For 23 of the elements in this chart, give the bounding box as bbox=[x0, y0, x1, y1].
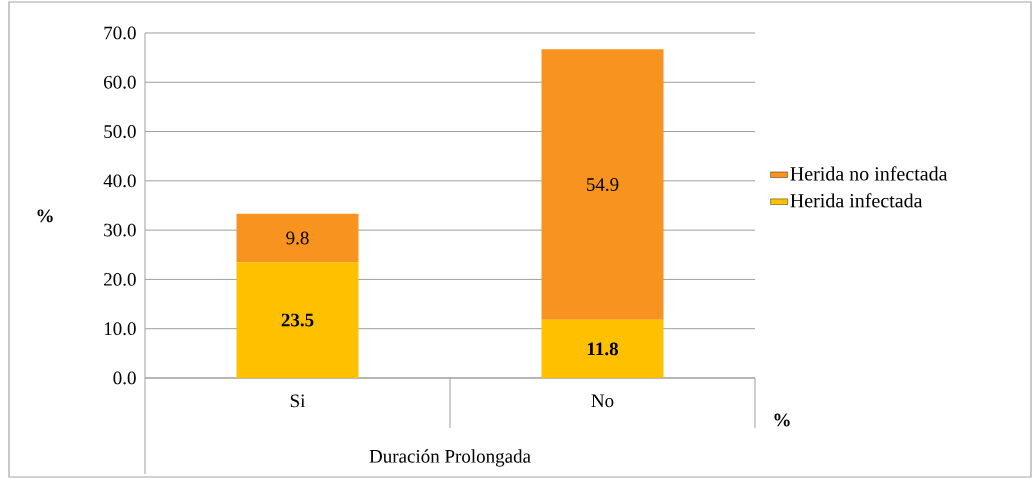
legend-label: Herida no infectada bbox=[790, 166, 948, 181]
bar bbox=[541, 319, 664, 378]
y-tick-label: 40.0 bbox=[103, 174, 136, 188]
y-tick-label: 10.0 bbox=[104, 322, 136, 336]
y-tick-label: 0.0 bbox=[113, 371, 136, 385]
data-label: 9.8 bbox=[286, 231, 309, 245]
y-tick-label: 70.0 bbox=[104, 26, 136, 40]
x-tick-label: Si bbox=[290, 394, 306, 408]
bar bbox=[236, 213, 359, 263]
y-axis-title: % bbox=[37, 209, 53, 223]
text: % bbox=[774, 413, 790, 427]
legend-label: Herida infectada bbox=[790, 193, 923, 208]
data-label: 54.9 bbox=[587, 178, 619, 191]
data-label: 23.5 bbox=[281, 313, 314, 327]
y-tick-label: 50.0 bbox=[104, 125, 136, 139]
y-tick-label: 20.0 bbox=[104, 272, 136, 286]
bar bbox=[541, 49, 664, 320]
data-label: 11.8 bbox=[587, 342, 618, 356]
x-axis-title: Duración Prolongada bbox=[369, 449, 531, 467]
y-tick-label: 30.0 bbox=[104, 223, 136, 237]
x-tick-label: No bbox=[591, 394, 614, 408]
bar bbox=[236, 262, 359, 378]
y-tick-label: 60.0 bbox=[104, 75, 136, 89]
